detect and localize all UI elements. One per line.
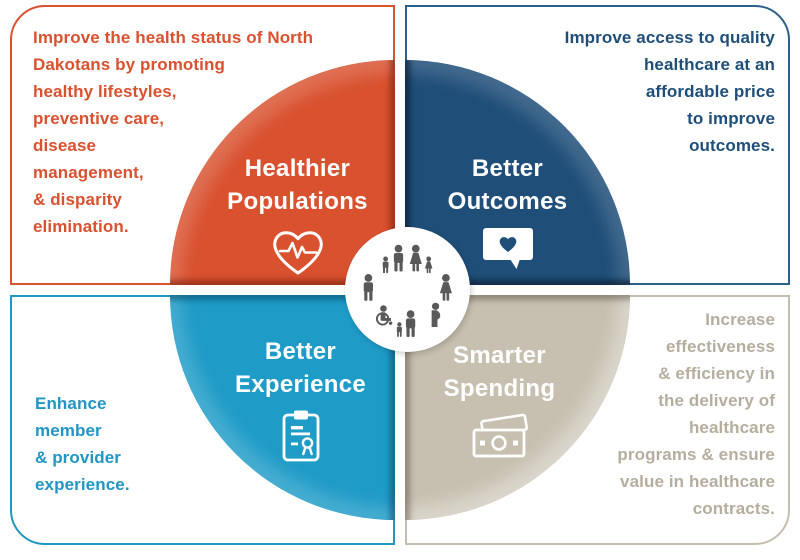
clipboard-award-icon xyxy=(282,410,319,462)
people-community-icon xyxy=(363,244,452,337)
heart-pulse-icon xyxy=(272,231,323,275)
description-better-experience: Enhance member & provider experience. xyxy=(35,394,130,494)
quadrant-label: Better Outcomes xyxy=(447,155,568,215)
chat-heart-icon xyxy=(482,228,533,269)
description-better-outcomes: Improve access to quality healthcare at … xyxy=(564,28,775,155)
center-circle xyxy=(345,227,470,352)
banknotes-icon xyxy=(472,413,528,458)
quadrant-better-outcomes: Better Outcomes xyxy=(405,60,630,285)
description-healthier-populations: Improve the health status of North Dakot… xyxy=(33,28,314,236)
quadrant-better-experience: Better Experience xyxy=(170,295,395,520)
quadrant-label: Healthier Populations xyxy=(227,155,368,215)
quadrant-label: Better Experience xyxy=(234,338,367,398)
quadrant-label: Smarter Spending xyxy=(443,342,556,402)
quadrant-healthier-populations: Healthier Populations xyxy=(170,60,395,285)
description-smarter-spending: Increase effectiveness & efficiency in t… xyxy=(617,310,775,518)
